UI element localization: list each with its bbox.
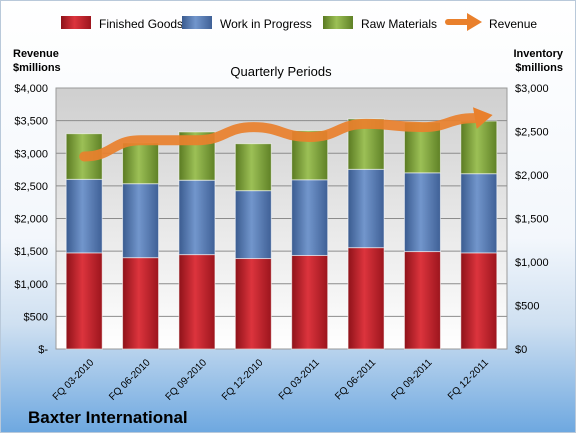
category-label: FQ 06-2011: [333, 357, 378, 402]
bar-work-in-progress: [122, 183, 160, 259]
right-tick-label: $1,000: [515, 257, 549, 269]
legend-revenue-arrow-icon: [445, 13, 482, 31]
category-label: FQ 12-2010: [220, 357, 266, 403]
left-axis-ticks: $- $500 $1,000 $1,500 $2,000 $2,500 $3,000 $3,5…: [14, 83, 48, 356]
legend-swatch-work-in-progress: [182, 16, 212, 29]
bar-work-in-progress: [291, 179, 329, 256]
bar-work-in-progress: [234, 190, 272, 260]
right-axis-title-line1: Inventory: [513, 48, 563, 60]
left-axis-title-line2: $millions: [13, 62, 61, 74]
bar-finished-goods: [291, 254, 329, 350]
bar-finished-goods: [460, 252, 498, 350]
revenue-line: [79, 107, 493, 162]
legend-swatch-raw-materials: [323, 16, 353, 29]
category-label: FQ 03-2010: [51, 357, 97, 403]
left-tick-label: $1,500: [14, 246, 48, 258]
legend-label-finished-goods: Finished Goods: [99, 17, 183, 31]
bar-raw-materials: [122, 142, 160, 185]
left-tick-label: $-: [38, 344, 48, 356]
category-label: FQ 12-2011: [446, 357, 491, 402]
bar-finished-goods: [65, 252, 103, 350]
company-name: Baxter International: [28, 408, 188, 427]
bar-finished-goods: [178, 254, 216, 350]
left-tick-label: $500: [24, 311, 48, 323]
bar-finished-goods: [122, 257, 160, 350]
right-tick-label: $0: [515, 344, 527, 356]
left-tick-label: $3,000: [14, 148, 48, 160]
right-tick-label: $2,000: [515, 170, 549, 182]
bar-finished-goods: [403, 251, 441, 350]
right-tick-label: $2,500: [515, 127, 549, 139]
legend: Finished Goods Work in Progress Raw Mate…: [61, 13, 537, 31]
legend-label-raw-materials: Raw Materials: [361, 17, 437, 31]
right-axis-title-line2: $millions: [515, 62, 563, 74]
revenue-arrowhead: [472, 107, 493, 129]
bar-raw-materials: [234, 143, 272, 192]
bar-work-in-progress: [178, 179, 216, 256]
left-tick-label: $2,500: [14, 181, 48, 193]
left-tick-label: $4,000: [14, 83, 48, 95]
left-axis-title-line1: Revenue: [13, 48, 59, 60]
category-label: FQ 09-2010: [164, 357, 210, 403]
right-axis-ticks: $0 $500 $1,000 $1,500 $2,000 $2,500 $3,000: [515, 83, 549, 356]
bar-work-in-progress: [403, 172, 441, 253]
category-label: FQ 09-2011: [390, 357, 435, 402]
category-label: FQ 06-2010: [107, 357, 153, 403]
bar-finished-goods: [234, 258, 272, 350]
bar-work-in-progress: [65, 178, 103, 254]
bar-raw-materials: [460, 120, 498, 175]
legend-swatch-finished-goods: [61, 16, 91, 29]
category-label: FQ 03-2011: [277, 357, 322, 402]
legend-label-work-in-progress: Work in Progress: [220, 17, 312, 31]
bar-finished-goods: [347, 247, 385, 350]
chart-subtitle: Quarterly Periods: [230, 64, 332, 79]
right-tick-label: $3,000: [515, 83, 549, 95]
bar-work-in-progress: [347, 168, 385, 249]
left-tick-label: $1,000: [14, 279, 48, 291]
bar-series: [65, 118, 498, 350]
bar-work-in-progress: [460, 173, 498, 254]
left-tick-label: $3,500: [14, 116, 48, 128]
right-tick-label: $1,500: [515, 214, 549, 226]
left-tick-label: $2,000: [14, 214, 48, 226]
right-tick-label: $500: [515, 301, 539, 313]
revenue-line-path: [79, 113, 480, 162]
legend-label-revenue: Revenue: [489, 17, 537, 31]
category-labels: FQ 03-2010 FQ 06-2010 FQ 09-2010 FQ 12-2010…: [51, 357, 491, 403]
